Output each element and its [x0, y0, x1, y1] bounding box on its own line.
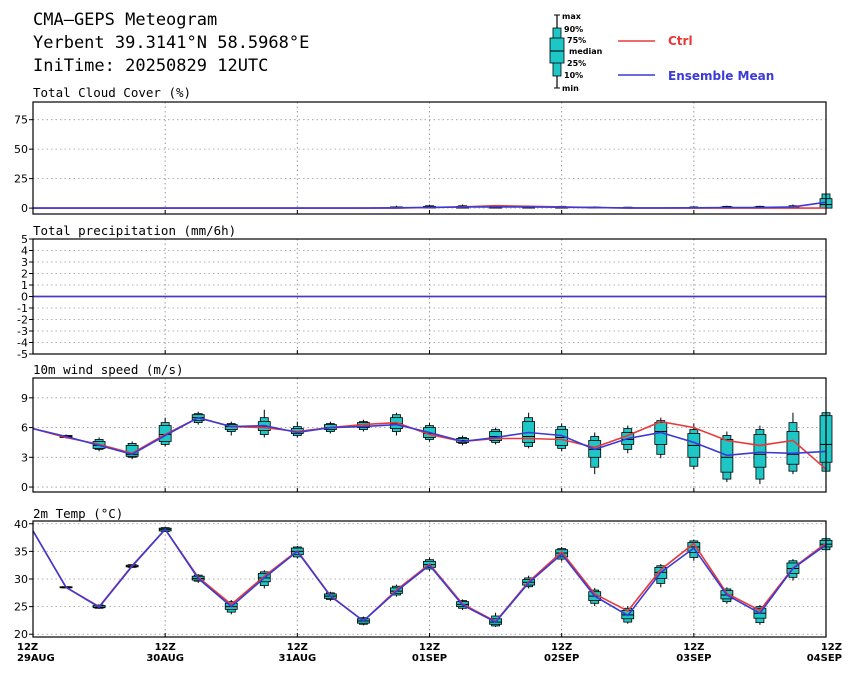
y-tick-label: 2 — [21, 268, 28, 281]
x-tick-label-time: 12Z — [821, 642, 842, 653]
box-24 — [158, 417, 172, 447]
panel-frame — [32, 520, 827, 638]
box-132 — [753, 425, 767, 485]
legend-max-label: max — [562, 12, 582, 21]
y-tick-label: 20 — [14, 628, 28, 641]
mean-series-line — [33, 201, 827, 209]
y-tick-label: 75 — [14, 114, 28, 127]
line-legend: Ctrl Ensemble Mean — [618, 34, 774, 83]
y-tick-label: -4 — [17, 337, 28, 350]
y-tick-label: -1 — [17, 302, 28, 315]
chart-title: CMA—GEPS Meteogram — [33, 10, 217, 30]
x-tick-label-date: 03SEP — [676, 653, 711, 664]
mean-series-line — [32, 527, 827, 624]
y-tick-label: 35 — [14, 545, 28, 558]
box-42 — [257, 409, 271, 438]
init-time-label: IniTime: 20250829 12UTC — [33, 56, 268, 76]
y-tick-label: 5 — [21, 233, 28, 246]
box-48 — [290, 421, 304, 438]
plot-panels: 0255075-5-4-3-2-10123450369202530354012Z… — [14, 101, 842, 664]
y-tick-label: 0 — [21, 202, 28, 215]
y-tick-label: 6 — [21, 422, 28, 435]
y-tick-label: -5 — [17, 348, 28, 361]
y-tick-label: 1 — [21, 279, 28, 292]
legend-p25-label: 25% — [567, 59, 586, 68]
y-tick-label: 40 — [14, 518, 28, 531]
panel-title-cloud: Total Cloud Cover (%) — [33, 85, 191, 100]
box-90 — [522, 412, 536, 449]
legend-p90-label: 90% — [564, 25, 583, 34]
panel-frame — [32, 377, 827, 493]
y-tick-label: -2 — [17, 314, 28, 327]
panel-frame — [32, 238, 827, 355]
x-tick-label-date: 04SEP — [807, 653, 842, 664]
y-tick-label: 25 — [14, 173, 28, 186]
box-legend: max 90% 75% median 25% 10% min — [549, 12, 603, 93]
legend-ctrl-label: Ctrl — [668, 34, 693, 48]
y-tick-label: 30 — [14, 573, 28, 586]
panel-title-precip: Total precipitation (mm/6h) — [33, 223, 236, 238]
panel-frame — [32, 101, 827, 215]
box-120 — [687, 423, 701, 470]
x-tick-label-time: 12Z — [419, 642, 440, 653]
panel-title-temp: 2m Temp (°C) — [33, 506, 123, 521]
y-tick-label: 9 — [21, 392, 28, 405]
x-tick-label-date: 01SEP — [412, 653, 447, 664]
y-tick-label: 25 — [14, 601, 28, 614]
panel-cloud: 0 25 50 75 — [14, 101, 833, 215]
ctrl-series-line — [32, 416, 827, 470]
legend-p10-label: 10% — [564, 71, 583, 80]
panel-temp: 20 25 30 35 40 — [14, 518, 833, 641]
legend-p75-label: 75% — [567, 36, 586, 45]
x-tick-label-date: 31AUG — [278, 653, 316, 664]
y-tick-label: 50 — [14, 143, 28, 156]
box-138 — [786, 412, 800, 475]
x-tick-label-time: 12Z — [551, 642, 572, 653]
x-tick-label-time: 12Z — [155, 642, 176, 653]
box-84 — [489, 427, 502, 445]
box-114 — [654, 417, 668, 459]
panel-wind: 0 3 6 9 — [21, 377, 833, 494]
x-tick-label-time: 12Z — [287, 642, 308, 653]
mean-series-line — [32, 416, 827, 457]
x-tick-label-time: 12Z — [683, 642, 704, 653]
y-tick-label: 0 — [21, 481, 28, 494]
x-tick-label-date: 02SEP — [544, 653, 579, 664]
location-label: Yerbent 39.3141°N 58.5968°E — [33, 33, 309, 53]
panel-title-wind: 10m wind speed (m/s) — [33, 362, 184, 377]
legend-min-label: min — [562, 84, 579, 93]
y-tick-label: 3 — [21, 256, 28, 269]
x-tick-label-time: 12Z — [17, 642, 38, 653]
legend-mean-label: Ensemble Mean — [668, 69, 774, 83]
legend-median-label: median — [569, 47, 603, 56]
box-p25-p75 — [753, 434, 767, 468]
y-tick-label: 0 — [21, 291, 28, 304]
x-tick-label-date: 30AUG — [146, 653, 184, 664]
x-tick-label-date: 29AUG — [17, 653, 55, 664]
box-36 — [224, 421, 238, 436]
y-tick-label: 4 — [21, 245, 28, 258]
box-p25-p75 — [786, 431, 800, 465]
y-tick-label: -3 — [17, 325, 28, 338]
box-102 — [588, 432, 602, 475]
y-tick-label: 3 — [21, 451, 28, 464]
